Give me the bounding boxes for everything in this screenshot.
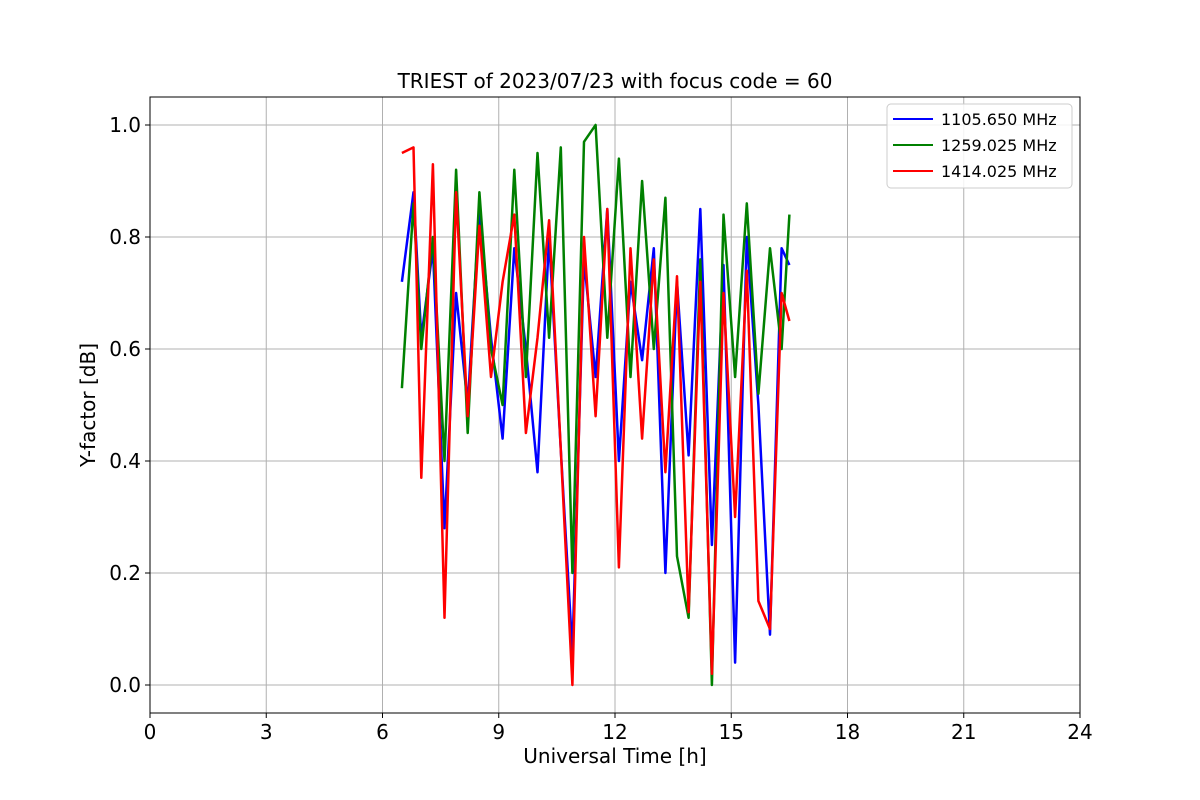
legend: 1105.650 MHz 1259.025 MHz 1414.025 MHz — [886, 103, 1073, 189]
y-tick-label: 1.0 — [109, 113, 141, 137]
x-tick-label: 9 — [492, 720, 505, 744]
y-tick-label: 0.4 — [109, 449, 141, 473]
legend-label-3: 1414.025 MHz — [941, 162, 1057, 181]
y-tick-label: 0.6 — [109, 337, 141, 361]
legend-label-1: 1105.650 MHz — [941, 110, 1057, 129]
plot-lines — [400, 123, 791, 687]
y-tick-label: 0.2 — [109, 561, 141, 585]
legend-box — [886, 103, 1073, 189]
y-tick-label: 0.8 — [109, 225, 141, 249]
x-tick-label: 18 — [835, 720, 860, 744]
x-axis-label: Universal Time [h] — [523, 744, 706, 768]
ticks: 0 3 6 9 12 15 18 21 24 0.0 0.2 0.4 0.6 0.8 1.0 — [109, 113, 1093, 744]
y-axis-label: Y-factor [dB] — [76, 343, 100, 468]
x-tick-label: 21 — [951, 720, 976, 744]
y-tick-label: 0.0 — [109, 673, 141, 697]
x-tick-label: 24 — [1067, 720, 1092, 744]
x-tick-label: 12 — [602, 720, 627, 744]
series-line-3 — [401, 146, 791, 687]
x-tick-label: 6 — [376, 720, 389, 744]
x-tick-label: 3 — [260, 720, 273, 744]
x-tick-label: 15 — [719, 720, 744, 744]
chart-title: TRIEST of 2023/07/23 with focus code = 6… — [397, 69, 833, 93]
x-tick-label: 0 — [144, 720, 157, 744]
legend-label-2: 1259.025 MHz — [941, 136, 1057, 155]
